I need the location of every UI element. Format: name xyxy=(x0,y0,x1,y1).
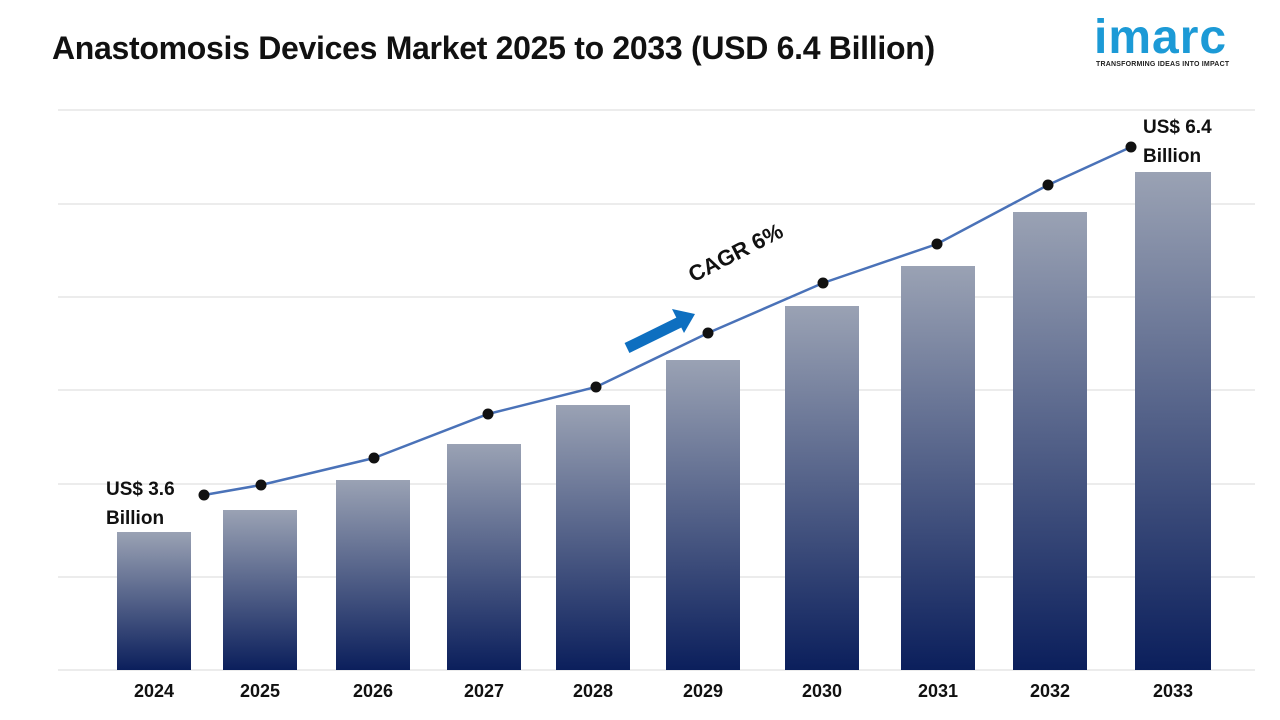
bar-2029 xyxy=(666,360,740,670)
cagr-arrow-head xyxy=(672,309,695,333)
x-tick-label: 2025 xyxy=(240,681,280,701)
imarc-logo: imarc TRANSFORMING IDEAS INTO IMPACT xyxy=(1094,14,1260,74)
trend-line-path xyxy=(203,145,1132,497)
chart-title: Anastomosis Devices Market 2025 to 2033 … xyxy=(52,30,935,66)
cagr-arrow-icon xyxy=(624,309,695,353)
start-value-line1: US$ 3.6 xyxy=(106,479,175,500)
bar-2031 xyxy=(901,266,975,670)
logo-wordmark: imarc xyxy=(1094,11,1228,64)
start-value-line2: Billion xyxy=(106,508,165,529)
trend-markers xyxy=(198,141,1137,501)
trend-marker-2030 xyxy=(817,277,829,289)
x-axis-tick-labels: 2024 2025 2026 2027 2028 2029 2030 2031 2032 2033 xyxy=(134,681,1193,701)
x-tick-label: 2033 xyxy=(1153,681,1193,701)
x-tick-label: 2029 xyxy=(683,681,723,701)
x-tick-label: 2027 xyxy=(464,681,504,701)
logo-tagline: TRANSFORMING IDEAS INTO IMPACT xyxy=(1096,61,1230,68)
bars xyxy=(117,172,1211,670)
trend-marker-2028 xyxy=(590,381,602,393)
bar-2033 xyxy=(1135,172,1211,670)
trend-marker-2033 xyxy=(1125,141,1137,153)
trend-marker-2026 xyxy=(368,452,380,464)
trend-marker-2029 xyxy=(702,327,714,339)
x-tick-label: 2032 xyxy=(1030,681,1070,701)
x-tick-label: 2030 xyxy=(802,681,842,701)
bar-2027 xyxy=(447,444,521,670)
trend-marker-2024 xyxy=(198,489,210,501)
bar-2025 xyxy=(223,510,297,670)
cagr-arrow-shaft xyxy=(624,317,683,353)
trend-marker-2031 xyxy=(931,238,943,250)
end-value-line2: Billion xyxy=(1143,146,1202,167)
bar-2030 xyxy=(785,306,859,670)
end-value-annotation: US$ 6.4 Billion xyxy=(1143,113,1212,171)
trend-marker-2032 xyxy=(1042,179,1054,191)
trend-marker-2027 xyxy=(482,408,494,420)
x-tick-label: 2026 xyxy=(353,681,393,701)
x-tick-label: 2028 xyxy=(573,681,613,701)
trend-line xyxy=(203,145,1132,497)
bar-2024 xyxy=(117,532,191,670)
bar-2032 xyxy=(1013,212,1087,670)
bar-2028 xyxy=(556,405,630,670)
end-value-line1: US$ 6.4 xyxy=(1143,117,1212,138)
x-tick-label: 2024 xyxy=(134,681,174,701)
bar-2026 xyxy=(336,480,410,670)
start-value-annotation: US$ 3.6 Billion xyxy=(106,475,175,533)
x-tick-label: 2031 xyxy=(918,681,958,701)
trend-marker-2025 xyxy=(255,479,267,491)
